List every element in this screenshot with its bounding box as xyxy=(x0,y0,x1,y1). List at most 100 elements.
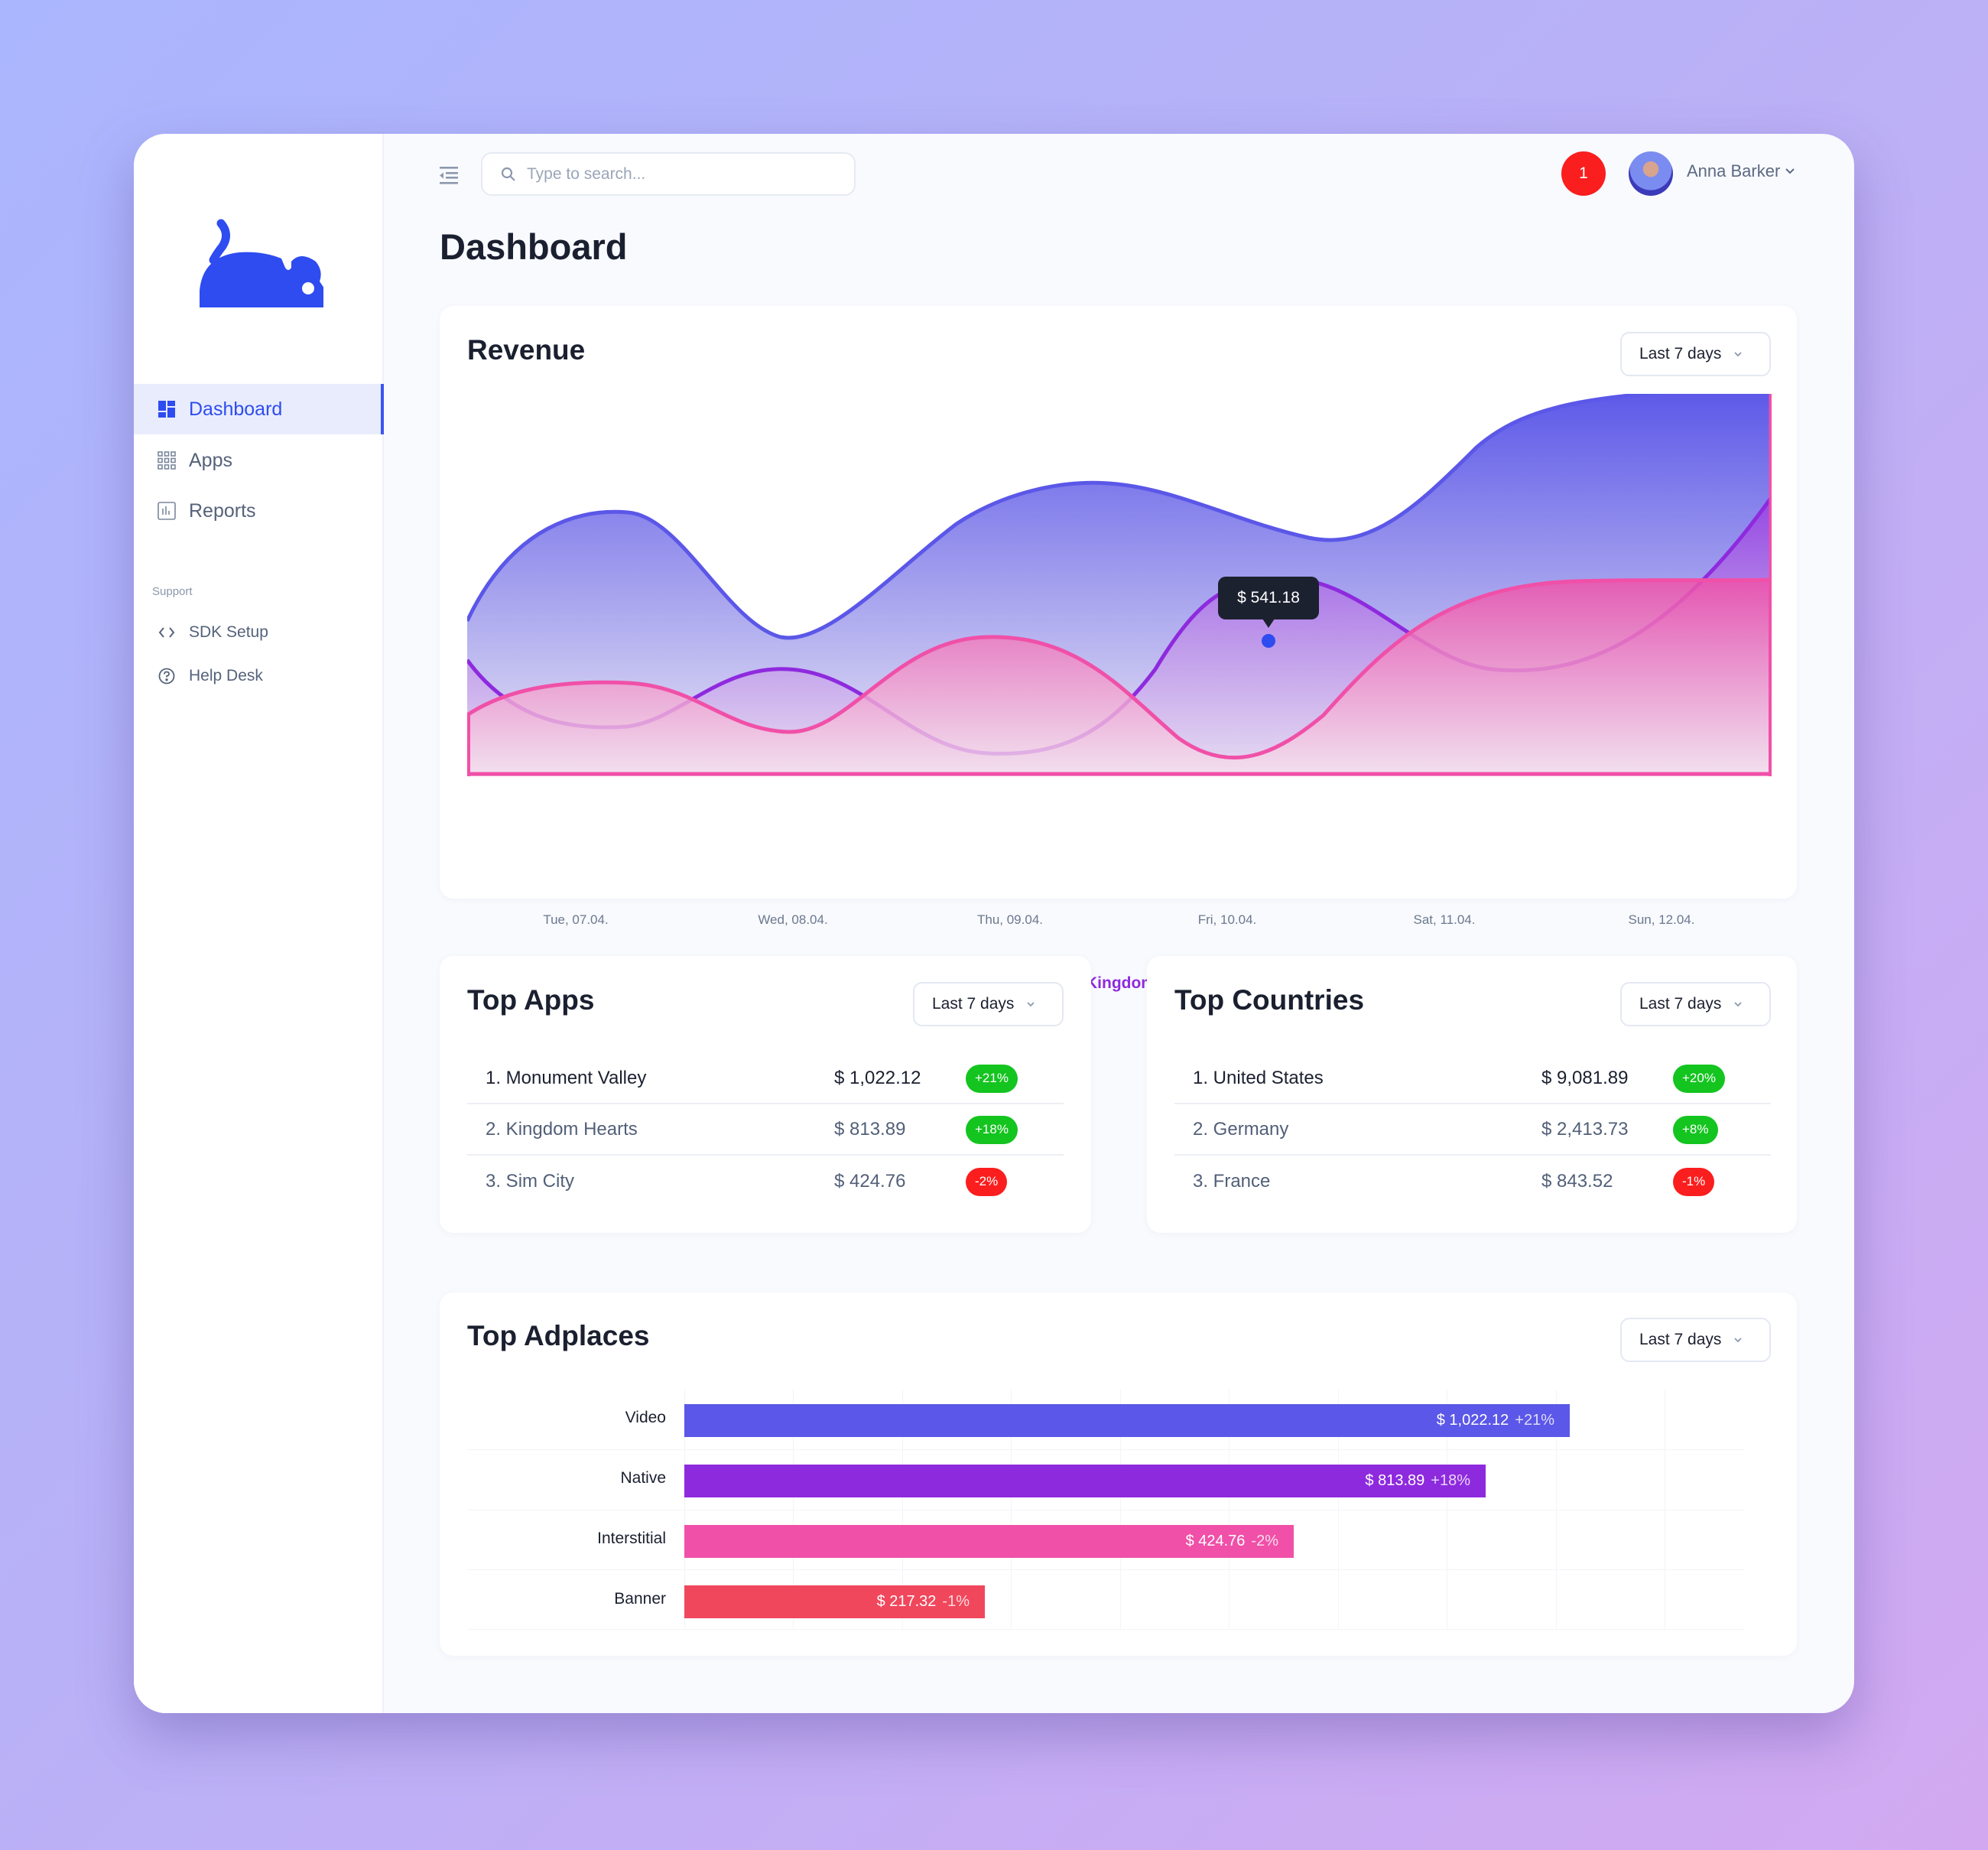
sidebar-item-dashboard[interactable]: Dashboard xyxy=(134,384,384,434)
bar-native[interactable]: $ 813.89 +18% xyxy=(684,1465,1486,1497)
chevron-down-icon xyxy=(1734,352,1743,357)
grid-line xyxy=(1120,1390,1121,1629)
chevron-down-icon xyxy=(1027,1002,1035,1007)
grid-line xyxy=(902,1390,903,1629)
chart-data-point[interactable] xyxy=(1262,634,1275,648)
bar-change: +18% xyxy=(1431,1472,1470,1489)
top-countries-row[interactable]: 2. Germany $ 2,413.73 +8% xyxy=(1174,1105,1771,1156)
app-amount: $ 424.76 xyxy=(834,1171,906,1192)
bar-category-label: Banner xyxy=(614,1590,666,1608)
grid-line xyxy=(1556,1390,1557,1629)
app-amount: $ 813.89 xyxy=(834,1119,906,1140)
x-axis-label: Sat, 11.04. xyxy=(1413,912,1476,927)
top-apps-row[interactable]: 2. Kingdom Hearts $ 813.89 +18% xyxy=(467,1105,1064,1156)
top-countries-row[interactable]: 1. United States $ 9,081.89 +20% xyxy=(1174,1054,1771,1104)
app-name: 1. Monument Valley xyxy=(486,1068,647,1088)
country-amount: $ 843.52 xyxy=(1541,1171,1613,1192)
country-name: 1. United States xyxy=(1193,1068,1324,1088)
bar-category-label: Native xyxy=(620,1469,666,1487)
revenue-title: Revenue xyxy=(467,334,586,366)
dashboard-icon xyxy=(157,399,177,419)
change-badge: +18% xyxy=(966,1115,1018,1144)
grid-line xyxy=(1338,1390,1339,1629)
top-adplaces-range-dropdown[interactable]: Last 7 days xyxy=(1620,1318,1771,1362)
top-apps-range-dropdown[interactable]: Last 7 days xyxy=(913,982,1064,1026)
x-axis-label: Wed, 08.04. xyxy=(758,912,828,927)
bar-amount: $ 813.89 xyxy=(1365,1472,1425,1489)
app-name: 3. Sim City xyxy=(486,1171,575,1192)
app-name: 2. Kingdom Hearts xyxy=(486,1119,638,1140)
x-axis-label: Fri, 10.04. xyxy=(1197,912,1257,927)
top-countries-title: Top Countries xyxy=(1174,984,1365,1016)
revenue-range-dropdown[interactable]: Last 7 days xyxy=(1620,332,1771,376)
top-apps-row[interactable]: 1. Monument Valley $ 1,022.12 +21% xyxy=(467,1054,1064,1104)
country-name: 2. Germany xyxy=(1193,1119,1289,1140)
chevron-down-icon xyxy=(1734,1002,1743,1007)
x-axis-label: Sun, 12.04. xyxy=(1628,912,1695,927)
change-badge: +8% xyxy=(1673,1115,1718,1144)
dropdown-value: Last 7 days xyxy=(1639,1331,1722,1348)
grid-line xyxy=(1229,1390,1230,1629)
bar-change: +21% xyxy=(1515,1412,1554,1429)
bar-video[interactable]: $ 1,022.12 +21% xyxy=(684,1404,1570,1437)
x-axis-label: Thu, 09.04. xyxy=(976,912,1044,927)
top-apps-row[interactable]: 3. Sim City $ 424.76 -2% xyxy=(467,1156,1064,1207)
grid-line xyxy=(793,1390,794,1629)
dropdown-value: Last 7 days xyxy=(1639,995,1722,1013)
chevron-down-icon xyxy=(1734,1338,1743,1343)
x-axis-label: Tue, 07.04. xyxy=(543,912,609,927)
sidebar-item-apps[interactable]: Apps xyxy=(134,435,384,486)
revenue-area-chart[interactable] xyxy=(467,394,1772,776)
sidebar-item-sdk-setup[interactable]: SDK Setup xyxy=(134,607,384,658)
collapse-sidebar-button[interactable] xyxy=(438,164,461,187)
top-countries-row[interactable]: 3. France $ 843.52 -1% xyxy=(1174,1156,1771,1207)
sidebar-item-label: Help Desk xyxy=(189,667,263,684)
user-avatar[interactable] xyxy=(1629,151,1673,196)
dropdown-value: Last 7 days xyxy=(932,995,1015,1013)
user-menu[interactable]: Anna Barker xyxy=(1687,161,1795,181)
reports-icon xyxy=(157,501,177,521)
country-name: 3. France xyxy=(1193,1171,1271,1192)
sidebar-item-reports[interactable]: Reports xyxy=(134,486,384,536)
grid-line xyxy=(467,1449,1744,1450)
bar-amount: $ 217.32 xyxy=(876,1593,937,1610)
country-amount: $ 9,081.89 xyxy=(1541,1068,1629,1088)
chart-tooltip: $ 541.18 xyxy=(1218,577,1319,628)
support-section-label: Support xyxy=(152,585,193,598)
top-countries-range-dropdown[interactable]: Last 7 days xyxy=(1620,982,1771,1026)
top-apps-title: Top Apps xyxy=(467,984,595,1016)
sidebar-item-label: SDK Setup xyxy=(189,623,268,641)
top-adplaces-title: Top Adplaces xyxy=(467,1320,650,1351)
grid-line xyxy=(467,1569,1744,1570)
grid-line xyxy=(684,1390,685,1629)
sidebar: Dashboard Apps Reports Support SDK Setup xyxy=(134,134,384,1713)
bar-change: -2% xyxy=(1251,1533,1278,1549)
mouse-logo-icon[interactable] xyxy=(193,214,323,310)
user-name-label: Anna Barker xyxy=(1687,161,1781,180)
app-window: Dashboard Apps Reports Support SDK Setup xyxy=(134,134,1854,1713)
chevron-down-icon xyxy=(1785,168,1795,174)
sidebar-item-label: Reports xyxy=(189,499,256,522)
notification-badge[interactable]: 1 xyxy=(1561,151,1606,196)
code-icon xyxy=(157,623,177,642)
bar-category-label: Interstitial xyxy=(597,1530,666,1547)
bar-amount: $ 1,022.12 xyxy=(1436,1412,1509,1429)
sidebar-item-label: Apps xyxy=(189,449,232,471)
bar-interstitial[interactable]: $ 424.76 -2% xyxy=(684,1525,1294,1558)
sidebar-item-label: Dashboard xyxy=(189,398,283,420)
search-input[interactable] xyxy=(527,164,833,184)
change-badge: -2% xyxy=(966,1167,1008,1196)
change-badge: +20% xyxy=(1673,1064,1725,1093)
country-amount: $ 2,413.73 xyxy=(1541,1119,1629,1140)
sidebar-item-help-desk[interactable]: Help Desk xyxy=(134,651,384,701)
dropdown-value: Last 7 days xyxy=(1639,345,1722,363)
app-amount: $ 1,022.12 xyxy=(834,1068,921,1088)
bar-category-label: Video xyxy=(625,1409,666,1426)
bar-banner[interactable]: $ 217.32 -1% xyxy=(684,1585,985,1618)
bar-change: -1% xyxy=(942,1593,970,1610)
search-box[interactable] xyxy=(481,152,856,196)
search-icon xyxy=(501,167,515,181)
change-badge: +21% xyxy=(966,1064,1018,1093)
apps-grid-icon xyxy=(157,450,177,470)
help-icon xyxy=(157,666,177,686)
